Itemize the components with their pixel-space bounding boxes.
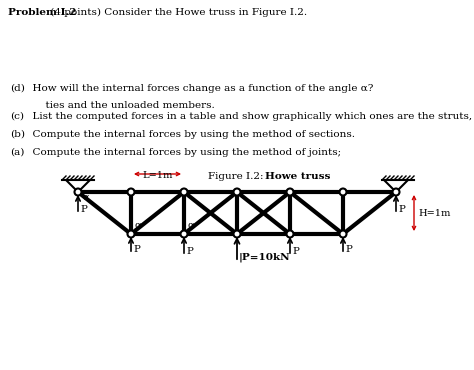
- Text: P: P: [398, 205, 405, 214]
- Circle shape: [234, 231, 240, 238]
- Polygon shape: [384, 180, 408, 192]
- Text: P: P: [80, 205, 87, 214]
- Circle shape: [234, 188, 240, 195]
- Circle shape: [181, 188, 188, 195]
- Text: .: .: [313, 172, 316, 181]
- Text: (d): (d): [10, 84, 25, 93]
- Text: Compute the internal forces by using the method of sections.: Compute the internal forces by using the…: [26, 130, 355, 139]
- Circle shape: [128, 231, 135, 238]
- Text: Problem I.2: Problem I.2: [8, 8, 76, 17]
- Text: ties and the unloaded members.: ties and the unloaded members.: [26, 101, 215, 110]
- Circle shape: [392, 188, 400, 195]
- Text: P: P: [186, 247, 193, 256]
- Text: α: α: [135, 221, 142, 230]
- Text: L=1m: L=1m: [142, 171, 173, 180]
- Text: α: α: [188, 221, 195, 230]
- Circle shape: [286, 188, 293, 195]
- Text: |P=10kN: |P=10kN: [239, 252, 291, 262]
- Text: α: α: [83, 193, 90, 202]
- Text: (4 points) Consider the Howe truss in Figure I.2.: (4 points) Consider the Howe truss in Fi…: [8, 8, 307, 17]
- Circle shape: [339, 231, 346, 238]
- Text: P: P: [292, 247, 299, 256]
- Polygon shape: [66, 180, 90, 192]
- Text: P: P: [133, 245, 140, 254]
- Text: P: P: [345, 245, 352, 254]
- Text: List the computed forces in a table and show graphically which ones are the stru: List the computed forces in a table and …: [26, 112, 474, 121]
- Circle shape: [128, 188, 135, 195]
- Circle shape: [181, 231, 188, 238]
- Text: Figure I.2:: Figure I.2:: [208, 172, 266, 181]
- Text: Compute the internal forces by using the method of joints;: Compute the internal forces by using the…: [26, 148, 341, 157]
- Text: (c): (c): [10, 112, 24, 121]
- Circle shape: [286, 231, 293, 238]
- Circle shape: [339, 188, 346, 195]
- Circle shape: [74, 188, 82, 195]
- Text: (a): (a): [10, 148, 24, 157]
- Text: Howe truss: Howe truss: [265, 172, 330, 181]
- Text: (b): (b): [10, 130, 25, 139]
- Text: How will the internal forces change as a function of the angle α?: How will the internal forces change as a…: [26, 84, 374, 93]
- Text: H=1m: H=1m: [418, 209, 450, 218]
